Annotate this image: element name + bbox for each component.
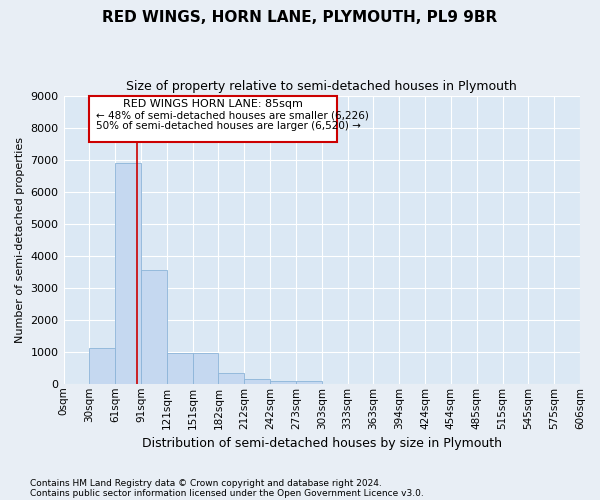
Bar (89, 348, 115, 384)
FancyBboxPatch shape (89, 96, 337, 142)
Text: RED WINGS HORN LANE: 85sqm: RED WINGS HORN LANE: 85sqm (124, 100, 303, 110)
Bar (296, 380, 322, 384)
Title: Size of property relative to semi-detached houses in Plymouth: Size of property relative to semi-detach… (127, 80, 517, 93)
X-axis label: Distribution of semi-detached houses by size in Plymouth: Distribution of semi-detached houses by … (142, 437, 502, 450)
Bar (141, 270, 167, 384)
Bar (193, 352, 218, 384)
Text: Contains HM Land Registry data © Crown copyright and database right 2024.: Contains HM Land Registry data © Crown c… (30, 478, 382, 488)
Bar (167, 352, 193, 384)
Text: 50% of semi-detached houses are larger (6,520) →: 50% of semi-detached houses are larger (… (96, 120, 361, 130)
Bar (270, 380, 296, 384)
Text: RED WINGS, HORN LANE, PLYMOUTH, PL9 9BR: RED WINGS, HORN LANE, PLYMOUTH, PL9 9BR (103, 10, 497, 25)
Bar (218, 373, 244, 384)
Y-axis label: Number of semi-detached properties: Number of semi-detached properties (15, 136, 25, 342)
Bar (115, 164, 141, 384)
Text: Contains public sector information licensed under the Open Government Licence v3: Contains public sector information licen… (30, 488, 424, 498)
Bar (244, 378, 270, 384)
Text: ← 48% of semi-detached houses are smaller (6,226): ← 48% of semi-detached houses are smalle… (96, 111, 369, 121)
